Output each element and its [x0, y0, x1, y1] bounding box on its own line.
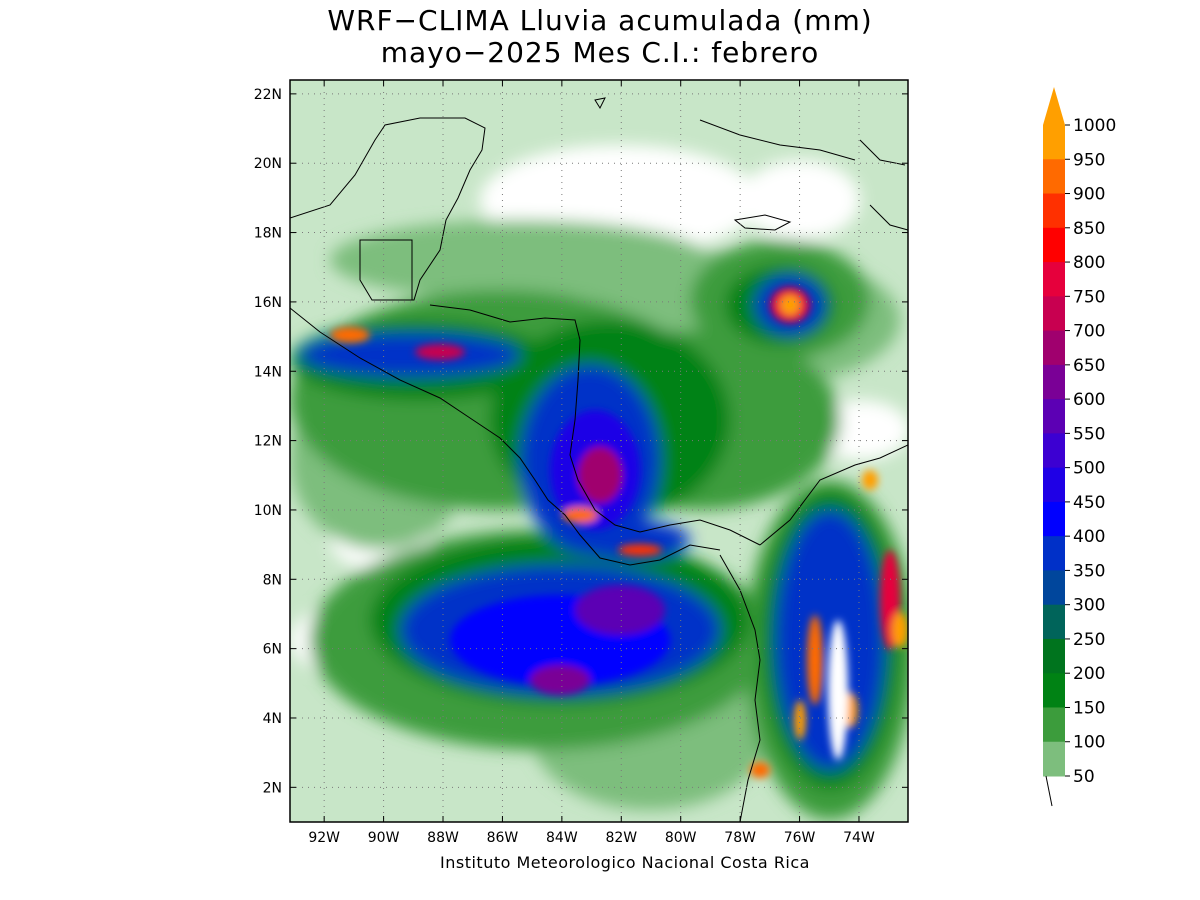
lat-tick-label: 22N	[254, 87, 282, 103]
colorbar-swatch	[1043, 193, 1065, 229]
colorbar-label: 600	[1073, 390, 1105, 410]
lon-tick-label: 92W	[308, 830, 340, 846]
colorbar-swatch	[1043, 707, 1065, 743]
rainfall-field	[290, 80, 908, 822]
lon-tick-label: 86W	[487, 830, 519, 846]
lon-tick-label: 78W	[724, 830, 756, 846]
lon-tick-label: 80W	[665, 830, 697, 846]
lat-tick-label: 2N	[263, 780, 282, 796]
colorbar-swatch	[1043, 638, 1065, 674]
lat-tick-label: 12N	[254, 434, 282, 450]
coastline-cayman	[594, 97, 606, 110]
colorbar-swatch	[1043, 262, 1065, 297]
graticule	[290, 80, 908, 822]
colorbar-swatch	[1043, 433, 1065, 469]
lat-tick-label: 14N	[254, 364, 282, 380]
colorbar-label: 850	[1073, 219, 1105, 239]
colorbar-label: 500	[1073, 459, 1105, 479]
colorbar-swatch	[1043, 604, 1065, 640]
colorbar-swatch	[1043, 125, 1065, 160]
colorbar-label: 150	[1073, 698, 1105, 718]
coastlines	[290, 97, 908, 822]
colorbar-label: 550	[1073, 424, 1105, 444]
lat-tick-label: 18N	[254, 226, 282, 242]
lat-tick-label: 10N	[254, 503, 282, 519]
colorbar-swatch	[1043, 330, 1065, 366]
map-title-line-2: mayo−2025 Mes C.I.: febrero	[380, 36, 820, 69]
colorbar-swatch	[1043, 364, 1065, 400]
colorbar-label: 250	[1073, 630, 1105, 650]
colorbar-label: 750	[1073, 287, 1105, 307]
colorbar-label: 900	[1073, 185, 1105, 205]
lon-tick-label: 90W	[368, 830, 400, 846]
lon-tick-label: 88W	[427, 830, 459, 846]
colorbar: 1000 950 900 850 800 750 700 650 600 550 500 450 400…	[1043, 87, 1116, 807]
colorbar-swatch	[1043, 399, 1065, 434]
colorbar-swatch	[1043, 741, 1065, 777]
map-frame	[289, 79, 909, 823]
lat-tick-label: 20N	[254, 156, 282, 172]
lat-tick-label: 16N	[254, 295, 282, 311]
colorbar-label: 350	[1073, 561, 1105, 581]
colorbar-label: 450	[1073, 493, 1105, 513]
colorbar-label: 700	[1073, 322, 1105, 342]
colorbar-swatch	[1043, 227, 1065, 263]
coastline-cuba	[699, 119, 856, 161]
colorbar-label: 800	[1073, 253, 1105, 273]
lat-tick-label: 4N	[263, 711, 282, 727]
longitude-labels: 92W 90W 88W 86W 84W 82W 80W 78W 76W 74W	[308, 830, 875, 846]
lon-tick-label: 82W	[605, 830, 637, 846]
coastline-jamaica	[733, 214, 792, 231]
map-title-line-1: WRF−CLIMA Lluvia acumulada (mm)	[327, 4, 873, 37]
colorbar-label: 200	[1073, 664, 1105, 684]
colorbar-extend-arrow	[1043, 87, 1065, 125]
lat-tick-label: 6N	[263, 642, 282, 658]
colorbar-label: 950	[1073, 150, 1105, 170]
colorbar-swatch	[1043, 296, 1065, 332]
lon-tick-label: 76W	[784, 830, 816, 846]
colorbar-label: 400	[1073, 527, 1105, 547]
colorbar-swatch	[1043, 673, 1065, 708]
colorbar-label: 100	[1073, 733, 1105, 753]
lon-tick-label: 84W	[546, 830, 578, 846]
colorbar-swatch	[1043, 570, 1065, 606]
coastline-central-america-pacific	[290, 307, 721, 566]
colorbar-swatch	[1043, 501, 1065, 537]
colorbar-swatch	[1043, 467, 1065, 503]
border-guatemala-belize	[359, 239, 413, 301]
colorbar-label: 300	[1073, 596, 1105, 616]
lon-tick-label: 74W	[843, 830, 875, 846]
axis-ticks	[290, 80, 908, 822]
colorbar-label: 1000	[1073, 116, 1116, 136]
colorbar-swatch	[1043, 159, 1065, 195]
lat-tick-label: 8N	[263, 572, 282, 588]
colorbar-min-indicator	[1045, 775, 1053, 807]
colorbar-label: 50	[1073, 767, 1095, 787]
colorbar-swatch	[1043, 536, 1065, 571]
coastline-yucatan	[290, 117, 486, 301]
latitude-labels: 22N 20N 18N 16N 14N 12N 10N 8N 6N 4N 2N	[254, 87, 282, 796]
coastline-colombia	[759, 444, 908, 546]
coastline-central-america-caribbean	[429, 304, 761, 546]
colorbar-label: 650	[1073, 356, 1105, 376]
coastline-south-pacific	[719, 554, 761, 822]
credit-text: Instituto Meteorologico Nacional Costa R…	[440, 853, 810, 872]
